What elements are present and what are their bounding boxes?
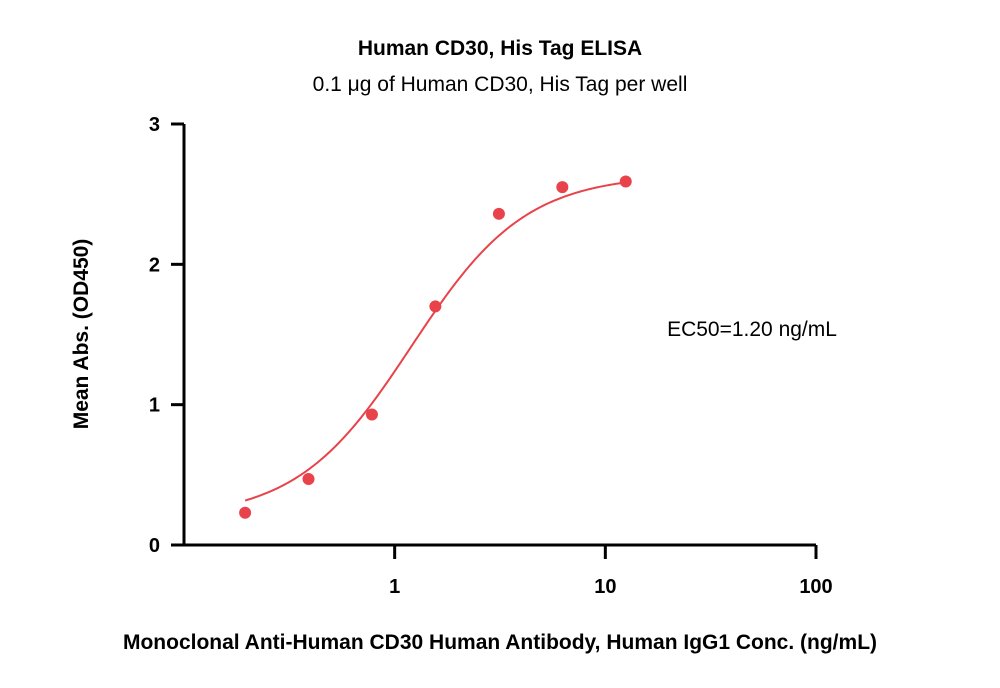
chart-subtitle: 0.1 μg of Human CD30, His Tag per well: [313, 73, 688, 96]
y-ticks: 0 1 2 3: [149, 114, 184, 557]
ec50-annotation: EC50=1.20 ng/mL: [667, 318, 837, 341]
y-axis-label: Mean Abs. (OD450): [70, 239, 93, 430]
x-tick-label: 1: [389, 576, 400, 598]
y-tick-label: 0: [149, 535, 160, 557]
chart-title: Human CD30, His Tag ELISA: [358, 37, 642, 60]
data-point: [429, 300, 442, 313]
y-tick-label: 1: [149, 395, 160, 417]
x-ticks: 1 10 100: [389, 545, 833, 598]
y-tick-label: 2: [149, 254, 160, 276]
data-point: [365, 408, 378, 421]
data-point: [492, 207, 505, 220]
data-point: [619, 175, 632, 188]
fit-curve: [244, 181, 626, 502]
data-point: [302, 473, 315, 486]
data-point: [239, 506, 252, 519]
plot-area: 0 1 2 3 1 10 100: [149, 114, 833, 598]
x-tick-label: 100: [799, 576, 832, 598]
data-point: [556, 181, 569, 194]
x-tick-label: 10: [594, 576, 616, 598]
data-points: [239, 175, 632, 519]
y-tick-label: 3: [149, 114, 160, 136]
x-axis-label: Monoclonal Anti-Human CD30 Human Antibod…: [123, 631, 877, 654]
